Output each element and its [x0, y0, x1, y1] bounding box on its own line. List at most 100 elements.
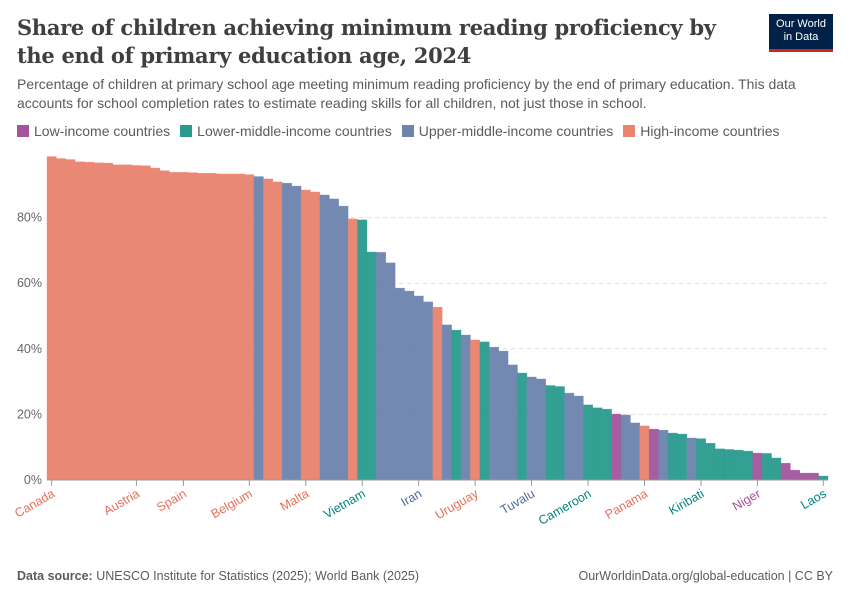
- bar[interactable]: [498, 350, 509, 481]
- bar[interactable]: [376, 252, 387, 481]
- bar[interactable]: [799, 472, 810, 481]
- bar[interactable]: [338, 205, 349, 481]
- bar[interactable]: [169, 172, 180, 481]
- legend-item-lower-middle[interactable]: Lower-middle-income countries: [180, 123, 392, 139]
- bar[interactable]: [479, 341, 490, 481]
- bar[interactable]: [592, 407, 603, 481]
- bar[interactable]: [771, 457, 782, 481]
- bar[interactable]: [808, 472, 819, 481]
- bar[interactable]: [366, 251, 377, 481]
- bar[interactable]: [65, 159, 76, 481]
- x-tick-label: Iran: [399, 486, 425, 509]
- bar[interactable]: [103, 162, 114, 481]
- bar[interactable]: [639, 425, 650, 481]
- bar[interactable]: [733, 449, 744, 481]
- bar[interactable]: [159, 170, 170, 481]
- bar[interactable]: [526, 376, 537, 481]
- bar[interactable]: [112, 164, 123, 481]
- x-tick-label: Niger: [730, 486, 763, 513]
- bar[interactable]: [564, 392, 575, 481]
- bar[interactable]: [272, 181, 283, 481]
- bar[interactable]: [517, 372, 528, 481]
- bar[interactable]: [131, 165, 142, 481]
- bar[interactable]: [620, 414, 631, 481]
- bar[interactable]: [611, 413, 622, 481]
- bar[interactable]: [714, 448, 725, 481]
- bar[interactable]: [536, 378, 547, 481]
- y-tick-label: 80%: [17, 211, 42, 225]
- legend-item-low[interactable]: Low-income countries: [17, 123, 170, 139]
- bar[interactable]: [488, 346, 499, 481]
- bar[interactable]: [225, 173, 236, 481]
- data-source: Data source: UNESCO Institute for Statis…: [17, 569, 419, 583]
- legend-item-upper-middle[interactable]: Upper-middle-income countries: [401, 123, 613, 139]
- bar[interactable]: [441, 324, 452, 481]
- bar[interactable]: [743, 450, 754, 481]
- bar[interactable]: [197, 173, 208, 481]
- bar[interactable]: [253, 176, 264, 481]
- bar[interactable]: [150, 167, 161, 481]
- bar[interactable]: [695, 438, 706, 481]
- bar[interactable]: [507, 364, 518, 481]
- bar[interactable]: [583, 404, 594, 481]
- bar[interactable]: [648, 428, 659, 481]
- x-tick-label: Cameroon: [536, 486, 594, 527]
- bar[interactable]: [752, 452, 763, 481]
- bar[interactable]: [206, 173, 217, 481]
- bar[interactable]: [385, 262, 396, 481]
- bar[interactable]: [705, 442, 716, 481]
- source-url[interactable]: OurWorldinData.org/global-education | CC…: [578, 569, 833, 583]
- bar[interactable]: [630, 422, 641, 481]
- bar[interactable]: [310, 191, 321, 481]
- bar[interactable]: [300, 189, 311, 481]
- bar[interactable]: [724, 449, 735, 481]
- bar[interactable]: [319, 194, 330, 481]
- bar[interactable]: [432, 306, 443, 481]
- bar[interactable]: [413, 295, 424, 481]
- legend-swatch: [401, 125, 414, 137]
- bar[interactable]: [216, 173, 227, 481]
- bar[interactable]: [470, 339, 481, 481]
- bar[interactable]: [121, 164, 132, 481]
- bar[interactable]: [291, 185, 302, 481]
- bar[interactable]: [554, 386, 565, 481]
- bar[interactable]: [281, 182, 292, 481]
- bar[interactable]: [140, 165, 151, 481]
- bar[interactable]: [601, 408, 612, 481]
- bar[interactable]: [46, 156, 57, 481]
- bar[interactable]: [56, 158, 67, 481]
- bar[interactable]: [394, 287, 405, 481]
- bar[interactable]: [84, 161, 95, 481]
- bar[interactable]: [423, 301, 434, 481]
- bar[interactable]: [677, 433, 688, 481]
- bar[interactable]: [178, 172, 189, 481]
- bar[interactable]: [451, 329, 462, 481]
- bar[interactable]: [658, 429, 669, 481]
- bar[interactable]: [667, 432, 678, 481]
- bar[interactable]: [357, 219, 368, 481]
- bar[interactable]: [347, 218, 358, 481]
- x-tick-label: Canada: [12, 486, 57, 520]
- bar[interactable]: [780, 462, 791, 481]
- owid-logo[interactable]: Our World in Data: [769, 14, 833, 52]
- bar[interactable]: [234, 173, 245, 481]
- bar[interactable]: [761, 453, 772, 481]
- bar[interactable]: [187, 172, 198, 481]
- bar[interactable]: [573, 395, 584, 481]
- bar[interactable]: [545, 385, 556, 481]
- x-tick-label: Belgium: [209, 486, 255, 521]
- bar[interactable]: [404, 290, 415, 481]
- y-tick-label: 0%: [24, 473, 42, 487]
- bar[interactable]: [93, 162, 104, 481]
- y-tick-label: 60%: [17, 276, 42, 290]
- legend-item-high[interactable]: High-income countries: [623, 123, 780, 139]
- bar[interactable]: [790, 469, 801, 481]
- legend-label: Lower-middle-income countries: [197, 123, 392, 139]
- bar[interactable]: [328, 198, 339, 481]
- bar[interactable]: [818, 475, 829, 481]
- bar[interactable]: [686, 437, 697, 481]
- bar[interactable]: [263, 178, 274, 481]
- bar[interactable]: [460, 334, 471, 481]
- bar[interactable]: [74, 161, 85, 481]
- bar[interactable]: [244, 174, 255, 481]
